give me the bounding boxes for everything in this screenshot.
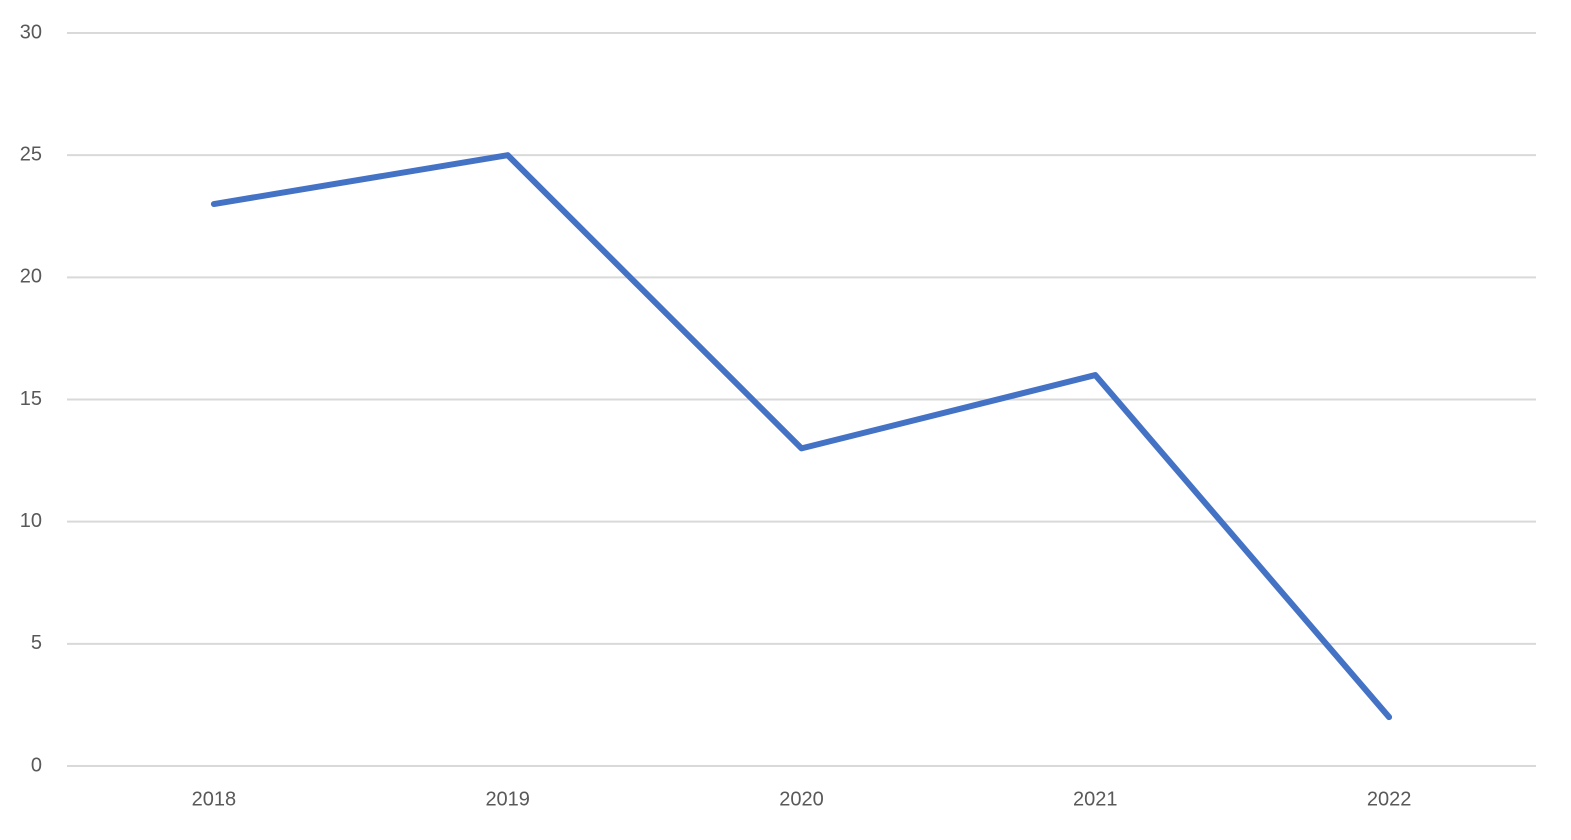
y-tick-label: 5 [31,632,42,654]
y-tick-label: 20 [20,266,42,288]
x-tick-label: 2021 [1073,788,1118,810]
x-tick-label: 2022 [1367,788,1412,810]
y-tick-label: 10 [20,510,42,532]
y-tick-label: 0 [31,754,42,776]
data-line [210,152,1393,721]
y-tick-label: 15 [20,388,42,410]
y-tick-label: 30 [20,21,42,43]
x-tick-label: 2018 [192,788,237,810]
y-tick-label: 25 [20,143,42,165]
x-tick-label: 2019 [485,788,530,810]
x-tick-label: 2020 [779,788,824,810]
